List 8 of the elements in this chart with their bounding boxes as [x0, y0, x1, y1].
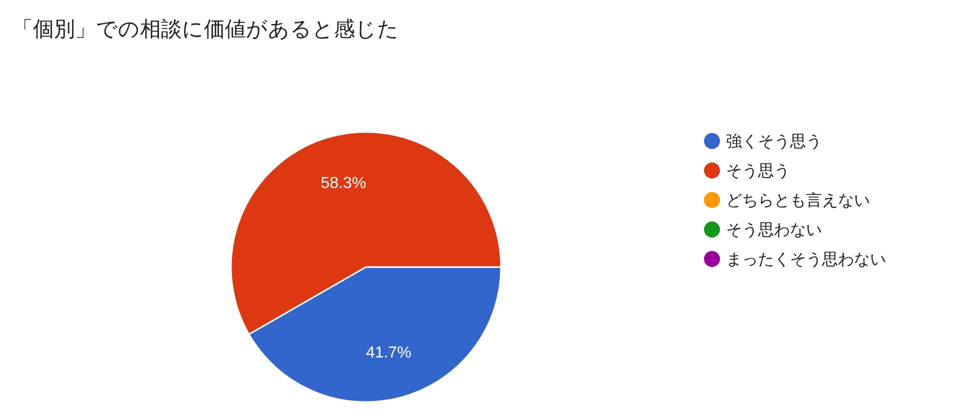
legend-label: そう思う: [726, 163, 790, 180]
data-label: 58.3%: [320, 174, 366, 192]
legend-label: 強くそう思う: [726, 132, 822, 151]
chart-title: 「個別」での相談に価値があると感じた: [12, 18, 399, 41]
legend-label: そう思わない: [726, 222, 822, 240]
legend-label: どちらとも言えない: [726, 192, 870, 210]
data-label: 41.7%: [366, 344, 412, 362]
legend-label: まったくそう思わない: [726, 252, 886, 269]
